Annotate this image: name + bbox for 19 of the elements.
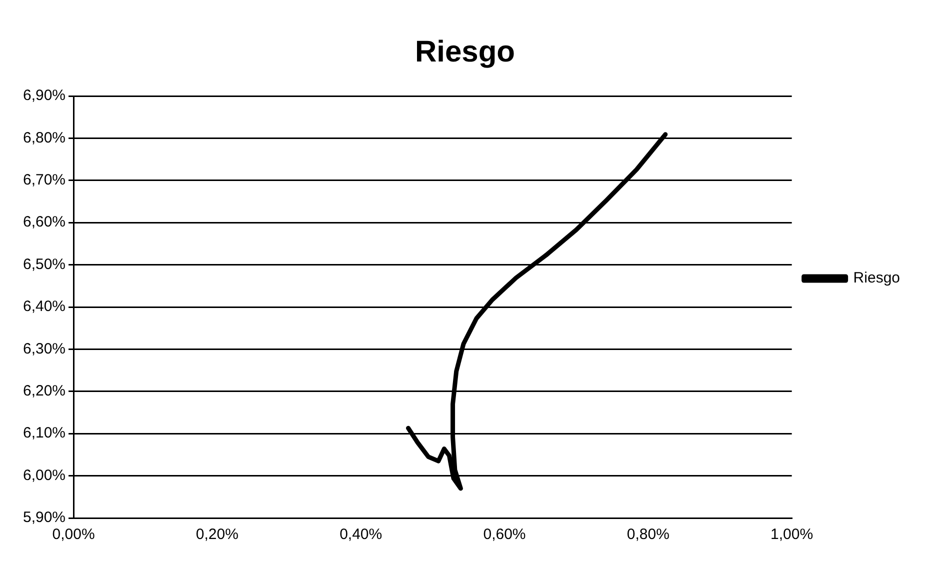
y-tick-label: 6,20%	[22, 382, 66, 400]
y-tick-label: 6,50%	[22, 256, 66, 273]
y-tick-label: 6,00%	[22, 466, 66, 484]
x-tick-label: 0,80%	[626, 526, 670, 544]
y-tick-label: 6,10%	[22, 424, 66, 442]
y-tick-label: 6,90%	[22, 87, 66, 104]
legend-label: Riesgo	[853, 270, 900, 287]
x-tick-label: 0,60%	[483, 526, 526, 544]
y-tick-label: 6,40%	[22, 298, 66, 316]
y-tick-label: 5,90%	[22, 509, 66, 526]
y-tick-label: 6,70%	[22, 172, 66, 189]
y-tick-label: 6,30%	[22, 340, 66, 358]
x-tick-label: 0,00%	[52, 526, 95, 544]
y-tick-label: 6,80%	[22, 129, 66, 146]
x-tick-label: 0,20%	[196, 526, 238, 544]
chart-title: Riesgo	[414, 35, 516, 68]
y-tick-label: 6,60%	[22, 214, 66, 231]
x-tick-label: 0,40%	[340, 526, 382, 544]
x-tick-label: 1,00%	[770, 526, 814, 544]
